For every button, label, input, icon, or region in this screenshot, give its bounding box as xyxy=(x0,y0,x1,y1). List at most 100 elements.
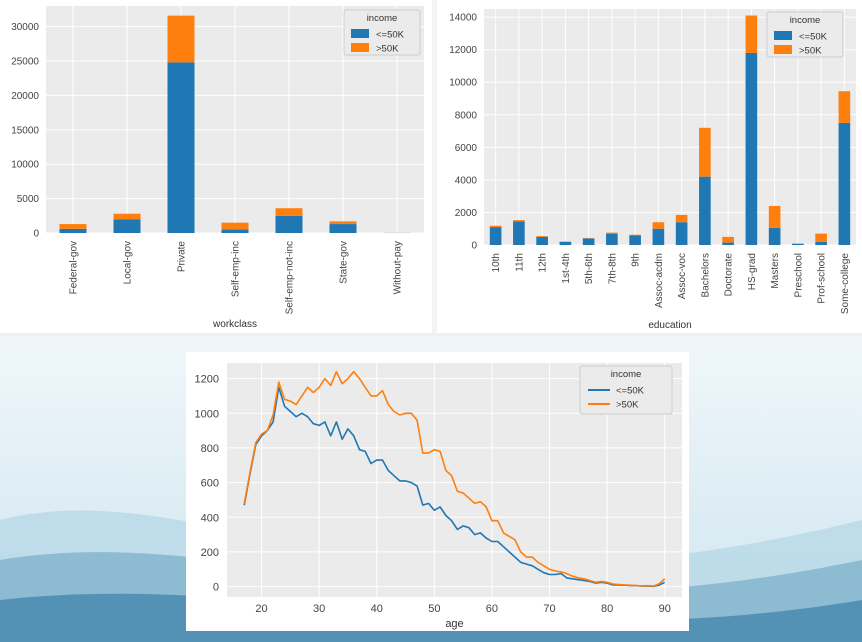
legend-title: income xyxy=(790,15,821,26)
bar-gt50k xyxy=(838,91,851,123)
bar-gt50k xyxy=(722,236,734,243)
y-tick-label: 0 xyxy=(213,582,219,594)
x-tick-label: 80 xyxy=(601,603,613,615)
age-chart-panel: 0 200 400 600 800 1000 1200 20 30 40 50 60 70 80 90 age… xyxy=(186,352,689,631)
x-axis-label: education xyxy=(648,320,691,331)
y-tick-label: 1200 xyxy=(195,374,219,386)
bar-gt50k xyxy=(221,222,249,230)
bar-le50k xyxy=(582,238,595,245)
y-tick-label: 14000 xyxy=(449,13,477,24)
bar-gt50k xyxy=(167,15,195,63)
bar-gt50k xyxy=(768,205,781,228)
x-tick-label: Masters xyxy=(770,253,781,289)
bar-gt50k xyxy=(699,127,711,177)
x-tick-label: 10th xyxy=(491,253,502,272)
x-tick-label: 30 xyxy=(313,603,325,615)
x-tick-label: 11th xyxy=(514,253,525,272)
x-tick-label: Preschool xyxy=(793,253,804,297)
x-tick-label: Federal-gov xyxy=(69,241,80,294)
bar-le50k xyxy=(113,219,141,233)
legend-swatch-gt50k xyxy=(774,45,792,54)
bar-le50k xyxy=(221,229,249,233)
x-tick-label: Bachelors xyxy=(700,253,711,297)
education-chart-panel: 0 2000 4000 6000 8000 10000 12000 14000 10th 11th… xyxy=(437,0,862,333)
x-tick-label: Prof-school xyxy=(817,253,828,304)
bar-le50k xyxy=(329,224,357,233)
bar-gt50k xyxy=(59,224,87,229)
x-tick-label: State-gov xyxy=(339,241,350,284)
bar-gt50k xyxy=(606,232,618,234)
y-tick-label: 0 xyxy=(33,229,39,240)
y-tick-label: 15000 xyxy=(11,125,39,136)
bar-le50k xyxy=(722,242,734,245)
bar-le50k xyxy=(559,241,572,245)
legend-swatch-gt50k xyxy=(351,43,369,52)
x-tick-label: 5th-6th xyxy=(584,253,595,284)
bar-le50k xyxy=(792,243,804,245)
x-tick-label: 40 xyxy=(371,603,383,615)
x-tick-label: 9th xyxy=(631,253,642,267)
x-axis-label: age xyxy=(445,618,463,630)
y-tick-label: 25000 xyxy=(11,57,39,68)
bar-le50k xyxy=(629,235,641,245)
y-tick-label: 8000 xyxy=(455,110,478,121)
bar-le50k xyxy=(513,221,525,245)
bar-le50k xyxy=(768,227,781,245)
workclass-chart-panel: 0 5000 10000 15000 20000 25000 30000 Federal-go… xyxy=(0,0,432,333)
legend-box xyxy=(579,365,673,415)
x-tick-label: Self-emp-not-inc xyxy=(285,241,296,314)
series-line-gt50k xyxy=(243,370,666,587)
legend-label-le50k: <=50K xyxy=(616,386,645,397)
x-tick-label: 50 xyxy=(428,603,440,615)
x-tick-label: Without-pay xyxy=(393,241,404,294)
legend-label-gt50k: >50K xyxy=(616,400,639,411)
bar-le50k xyxy=(745,52,758,246)
x-tick-label: Local-gov xyxy=(123,241,134,284)
bar-le50k xyxy=(815,241,827,245)
x-tick-label: Doctorate xyxy=(724,253,735,297)
y-tick-label: 4000 xyxy=(455,175,478,186)
y-tick-label: 10000 xyxy=(11,160,39,171)
bar-le50k xyxy=(59,228,87,233)
bar-le50k xyxy=(652,228,665,245)
y-tick-label: 600 xyxy=(201,478,219,490)
bar-le50k xyxy=(699,176,711,245)
bar-gt50k xyxy=(745,15,758,53)
bar-le50k xyxy=(536,236,548,245)
bar-gt50k xyxy=(113,213,141,220)
x-tick-label: 70 xyxy=(543,603,555,615)
y-tick-label: 400 xyxy=(201,512,219,524)
bar-gt50k xyxy=(489,225,502,228)
y-tick-label: 6000 xyxy=(455,143,478,154)
bar-le50k xyxy=(167,62,195,233)
bar-gt50k xyxy=(275,208,303,216)
x-tick-label: 1st-4th xyxy=(561,253,572,284)
y-tick-label: 1000 xyxy=(195,408,219,420)
x-tick-label: Assoc-acdm xyxy=(654,253,665,308)
x-tick-label: 12th xyxy=(538,253,549,272)
y-tick-label: 0 xyxy=(471,241,477,252)
legend-title: income xyxy=(611,369,642,380)
y-tick-label: 30000 xyxy=(11,22,39,33)
bar-le50k xyxy=(606,233,618,245)
bar-gt50k xyxy=(675,214,688,223)
legend-label-gt50k: >50K xyxy=(799,46,822,57)
bar-gt50k xyxy=(652,222,665,229)
education-stacked-bar-chart: 0 2000 4000 6000 8000 10000 12000 14000 10th 11th… xyxy=(449,9,856,331)
legend-swatch-le50k xyxy=(774,31,792,40)
bar-le50k xyxy=(489,227,502,245)
y-tick-label: 800 xyxy=(201,443,219,455)
x-tick-label: Self-emp-inc xyxy=(231,241,242,297)
x-axis-label: workclass xyxy=(212,319,257,330)
y-tick-label: 2000 xyxy=(455,208,478,219)
bar-gt50k xyxy=(329,221,357,225)
x-tick-label: Some-college xyxy=(840,253,851,315)
bar-le50k xyxy=(275,215,303,233)
x-tick-label: 60 xyxy=(486,603,498,615)
legend-swatch-le50k xyxy=(351,29,369,38)
legend-label-gt50k: >50K xyxy=(376,44,399,55)
bar-gt50k xyxy=(536,236,548,237)
x-tick-label: 90 xyxy=(659,603,671,615)
bar-le50k xyxy=(675,222,688,245)
bar-le50k xyxy=(838,122,851,245)
